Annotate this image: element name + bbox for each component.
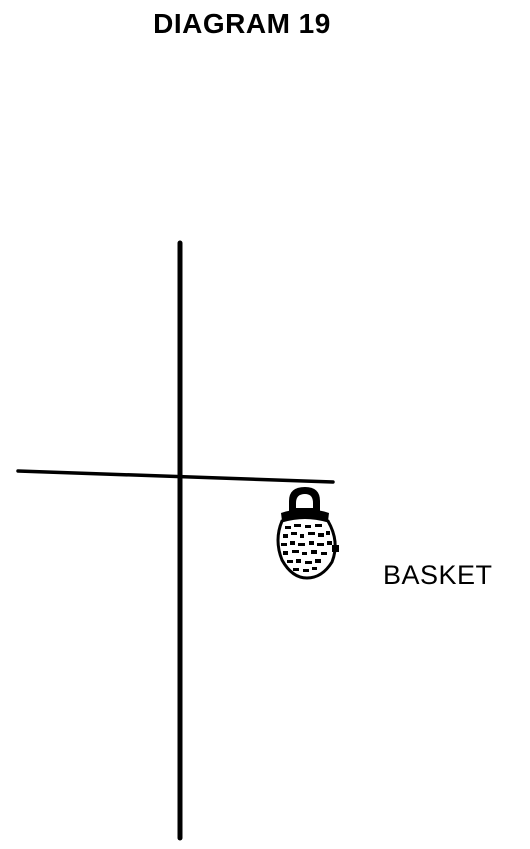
- basket-label: BASKET: [383, 560, 493, 590]
- basket-icon: [276, 487, 339, 580]
- diagram-title: DIAGRAM 19: [153, 8, 331, 39]
- horizontal-arm: [16, 469, 335, 484]
